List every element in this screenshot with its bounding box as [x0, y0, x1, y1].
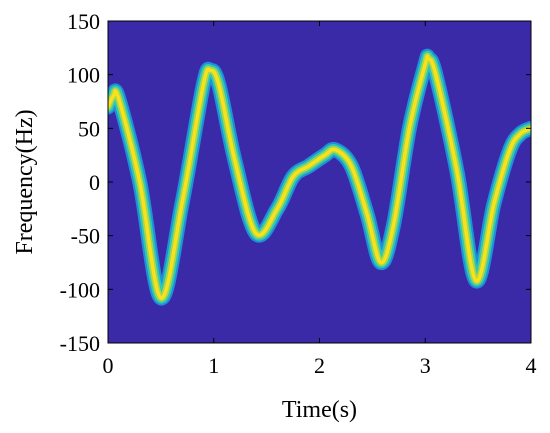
- x-axis-ticks: 0 1 2 3 4: [103, 21, 537, 378]
- y-axis-label: Frequency(Hz): [12, 109, 38, 254]
- y-tick-label: -100: [60, 277, 100, 302]
- y-tick-label: 150: [67, 9, 100, 34]
- y-axis-ticks: -150 -100 -50 0 50 100 150: [60, 9, 531, 356]
- y-tick-label: 50: [78, 116, 100, 141]
- y-tick-label: 100: [67, 63, 100, 88]
- x-tick-label: 2: [314, 353, 325, 378]
- ridge-core: [108, 54, 531, 300]
- y-tick-label: -50: [71, 224, 100, 249]
- x-tick-label: 4: [526, 353, 537, 378]
- x-tick-label: 0: [103, 353, 114, 378]
- y-tick-label: 0: [89, 170, 100, 195]
- x-tick-label: 1: [208, 353, 219, 378]
- y-tick-label: -150: [60, 331, 100, 356]
- frequency-ridge: [108, 48, 531, 306]
- x-axis-label: Time(s): [282, 397, 357, 423]
- x-tick-label: 3: [420, 353, 431, 378]
